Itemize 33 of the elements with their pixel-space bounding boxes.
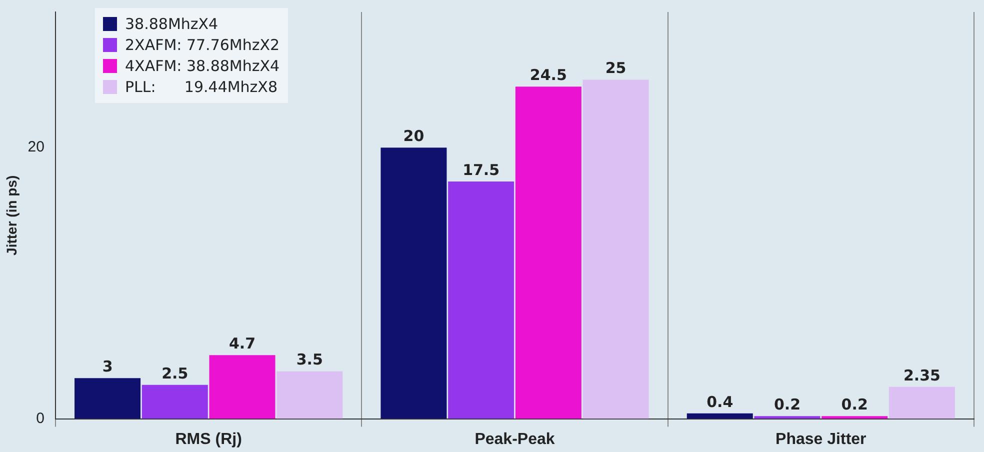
data-label: 2.35: [903, 366, 940, 384]
bar: [686, 413, 753, 419]
x-tick-label: Peak-Peak: [474, 430, 555, 448]
y-axis-title: Jitter (in ps): [3, 175, 20, 256]
x-tick-label: RMS (Rj): [175, 430, 242, 448]
legend-label: PLL: 19.44MhzX8: [124, 78, 279, 96]
data-label: 25: [605, 59, 626, 78]
legend-label: 2XAFM: 77.76MhzX2: [124, 36, 280, 54]
bar: [582, 80, 649, 419]
bar: [515, 86, 582, 419]
data-label: 24.5: [530, 66, 567, 84]
data-label: 17.5: [462, 160, 500, 179]
bar: [209, 355, 276, 419]
data-label: 3: [102, 358, 113, 376]
bar: [822, 416, 888, 419]
bar: [74, 378, 141, 419]
bar: [754, 416, 820, 419]
bar: [142, 384, 208, 419]
data-label: 4.7: [228, 334, 256, 352]
bar: [380, 148, 447, 419]
bar: [276, 371, 343, 419]
y-tick-label: 0: [36, 410, 44, 427]
data-label: 2.5: [162, 364, 188, 382]
legend-label: 38.88MhzX4: [124, 15, 220, 33]
data-label: 0.4: [706, 392, 734, 411]
bar: [448, 182, 514, 419]
data-label: 3.5: [296, 350, 323, 369]
x-tick-label: Phase Jitter: [776, 430, 866, 448]
data-label: 0.2: [774, 395, 801, 414]
bar: [888, 386, 955, 419]
data-label: 0.2: [841, 395, 868, 414]
data-label: 20: [403, 126, 424, 145]
legend-label: 4XAFM: 38.88MhzX4: [124, 57, 280, 75]
